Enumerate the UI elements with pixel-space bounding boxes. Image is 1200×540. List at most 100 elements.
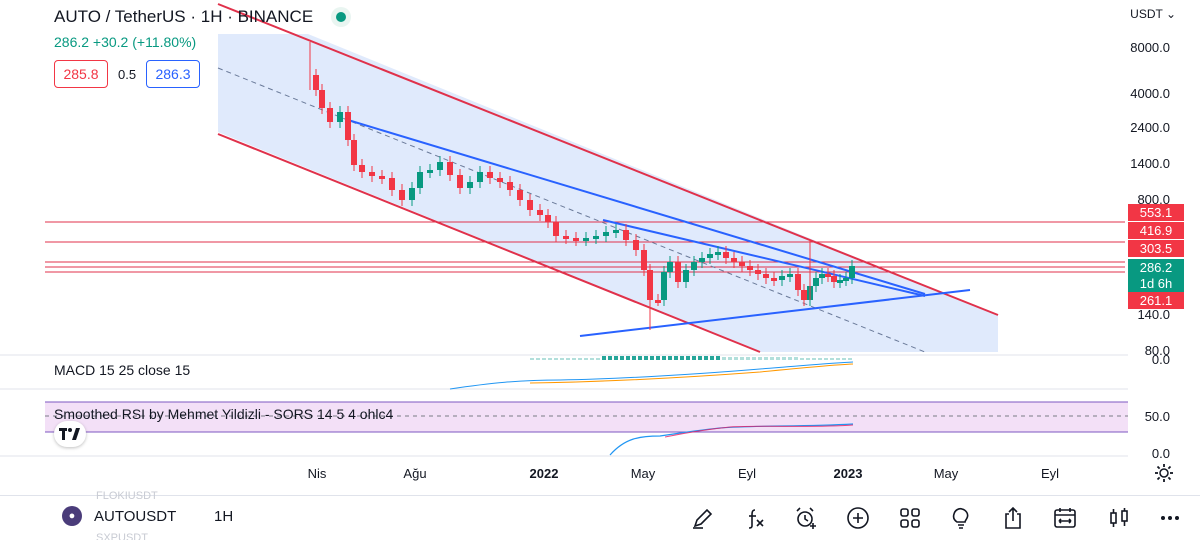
chart-settings-gear-icon[interactable] xyxy=(1154,463,1174,488)
candle-body xyxy=(801,290,807,300)
candle-body xyxy=(427,170,433,173)
candle-body xyxy=(553,222,559,236)
macd-hist-bar xyxy=(740,357,744,360)
macd-hist-bar xyxy=(680,356,684,360)
candle-body xyxy=(715,252,721,255)
candle-body xyxy=(787,274,793,277)
time-label-may: May xyxy=(630,466,656,481)
macd-hist-bar xyxy=(848,358,852,360)
macd-hist-bar xyxy=(686,356,690,360)
macd-hist-bar xyxy=(548,358,552,360)
candle-body xyxy=(771,278,777,281)
candle-body xyxy=(683,270,689,282)
tradingview-logo-icon[interactable] xyxy=(54,421,86,447)
macd-hist-bar xyxy=(602,356,606,360)
candle-body xyxy=(517,190,523,200)
currency-selector[interactable]: USDT ⌄ xyxy=(1130,7,1176,21)
alarm-add-icon[interactable] xyxy=(791,503,821,533)
time-label-2022: 2022 xyxy=(529,466,559,481)
macd-histogram xyxy=(530,356,852,360)
candle-body xyxy=(641,250,647,270)
macd-hist-bar xyxy=(542,358,546,360)
macd-axis-zero: 0.0 xyxy=(1151,352,1170,367)
macd-hist-bar xyxy=(704,356,708,360)
time-label-2023: 2023 xyxy=(833,466,863,481)
time-label-nis: Nis xyxy=(307,466,327,481)
macd-hist-bar xyxy=(722,357,726,360)
macd-hist-bar xyxy=(620,356,624,360)
macd-hist-bar xyxy=(728,357,732,360)
macd-hist-bar xyxy=(842,358,846,360)
macd-hist-bar xyxy=(812,358,816,360)
candle-body xyxy=(623,230,629,240)
macd-hist-bar xyxy=(752,357,756,360)
pencil-icon[interactable] xyxy=(688,503,718,533)
macd-hist-bar xyxy=(614,356,618,360)
channel-mid-line xyxy=(217,67,926,353)
candle-body xyxy=(763,274,769,278)
candle-body xyxy=(545,215,551,222)
macd-hist-bar xyxy=(698,356,702,360)
candle-body xyxy=(779,276,785,280)
candle-body xyxy=(351,140,357,165)
share-icon[interactable] xyxy=(998,503,1028,533)
macd-hist-bar xyxy=(746,357,750,360)
price-tick-2400: 2400.0 xyxy=(1130,120,1170,135)
candle-body xyxy=(739,262,745,266)
price-tick-140: 140.0 xyxy=(1137,307,1170,322)
time-label-may-2: May xyxy=(933,466,959,481)
macd-hist-bar xyxy=(644,356,648,360)
candle-body xyxy=(603,232,609,236)
symbol-header[interactable]: AUTO / TetherUS · 1H · BINANCE xyxy=(54,7,352,27)
candle-body xyxy=(837,280,843,283)
candle-body xyxy=(819,274,825,278)
trend-line-upper xyxy=(347,119,926,295)
candle-body xyxy=(633,240,639,250)
lightbulb-icon[interactable] xyxy=(946,503,976,533)
macd-hist-bar xyxy=(692,356,696,360)
macd-hist-bar xyxy=(770,357,774,360)
function-icon[interactable] xyxy=(740,503,770,533)
candle-body xyxy=(707,254,713,258)
candle-body xyxy=(723,252,729,258)
candle-body xyxy=(417,172,423,188)
grid-icon[interactable] xyxy=(895,503,925,533)
candle-body xyxy=(399,190,405,200)
spread-value: 0.5 xyxy=(118,66,137,82)
market-open-indicator-icon xyxy=(331,7,352,27)
chart-area[interactable]: AUTO / TetherUS · 1H · BINANCE 286.2 +30… xyxy=(0,0,1200,495)
candle-body xyxy=(319,90,325,108)
macd-label[interactable]: MACD 15 25 close 15 xyxy=(54,362,191,378)
candles-icon[interactable] xyxy=(1104,503,1134,533)
macd-hist-bar xyxy=(794,357,798,360)
candle-body xyxy=(691,262,697,270)
rsi-axis-0: 0.0 xyxy=(1151,446,1170,461)
macd-hist-bar xyxy=(662,356,666,360)
macd-hist-bar xyxy=(596,358,600,360)
macd-hist-bar xyxy=(578,358,582,360)
candle-body xyxy=(345,112,351,140)
macd-hist-bar xyxy=(638,356,642,360)
candle-body xyxy=(537,210,543,215)
symbol-selector[interactable]: AUTOUSDT xyxy=(94,508,177,525)
ask-price[interactable]: 286.3 xyxy=(146,60,200,88)
next-symbol-ghost: SXPUSDT xyxy=(96,532,148,540)
macd-hist-bar xyxy=(584,358,588,360)
bid-price[interactable]: 285.8 xyxy=(54,60,108,88)
macd-hist-bar xyxy=(530,358,534,360)
price-chart-canvas[interactable] xyxy=(0,0,1200,495)
calendar-replay-icon[interactable] xyxy=(1050,503,1080,533)
macd-hist-bar xyxy=(818,358,822,360)
candle-body xyxy=(831,276,837,282)
macd-hist-bar xyxy=(572,358,576,360)
candle-body xyxy=(667,262,673,272)
macd-hist-bar xyxy=(566,358,570,360)
candle-body xyxy=(655,300,661,303)
rsi-label[interactable]: Smoothed RSI by Mehmet Yildizli - SORS 1… xyxy=(54,406,394,422)
candle-body xyxy=(813,278,819,286)
interval-selector[interactable]: 1H xyxy=(214,508,234,525)
plus-circle-icon[interactable] xyxy=(843,503,873,533)
candle-body xyxy=(563,236,569,239)
more-icon[interactable] xyxy=(1155,503,1185,533)
bid-ask-panel: 285.8 0.5 286.3 xyxy=(54,60,200,88)
